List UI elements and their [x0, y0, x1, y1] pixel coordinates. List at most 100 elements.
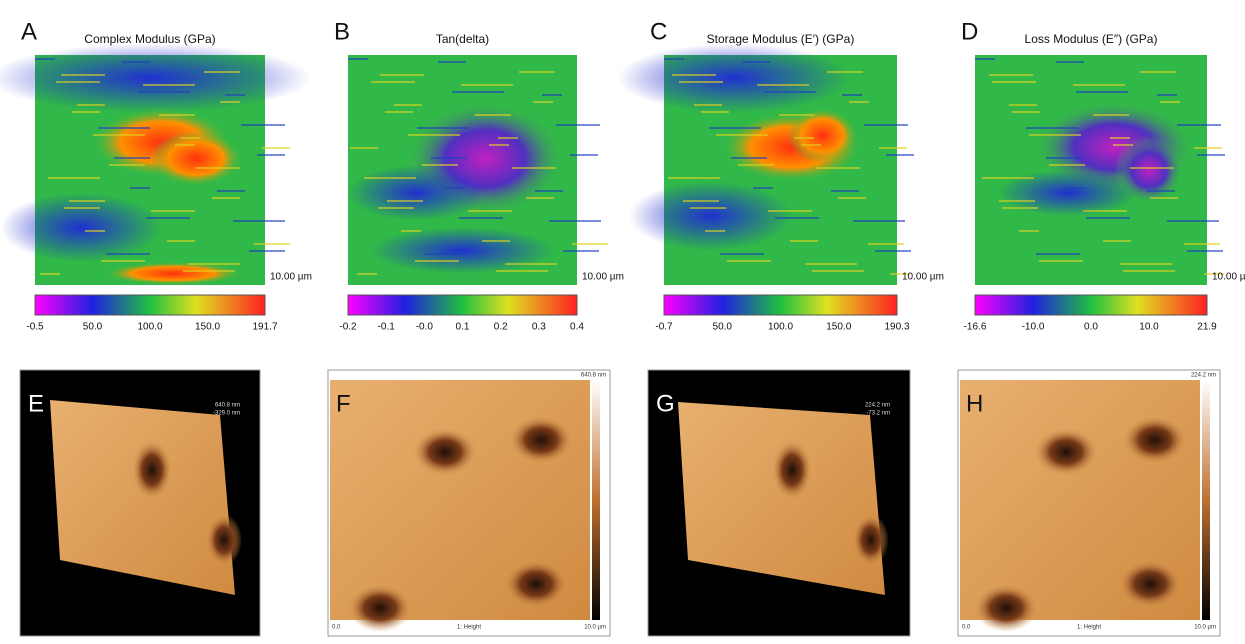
map-streak	[146, 217, 190, 219]
map-streak	[727, 260, 771, 262]
map-streak	[364, 177, 416, 179]
panel-title: Tan(delta)	[436, 32, 489, 46]
colorbar-label: 21.9	[1197, 322, 1217, 333]
map-streak	[1029, 134, 1081, 136]
map-streak	[1194, 147, 1222, 149]
map-streak	[738, 164, 774, 166]
map-streak	[417, 127, 469, 129]
map-streak	[1093, 114, 1129, 116]
map-streak	[1002, 207, 1038, 209]
map-streak	[445, 187, 465, 189]
map-streak	[401, 230, 421, 232]
map-streak	[1110, 137, 1130, 139]
map-streak	[380, 74, 424, 76]
map-streak	[262, 147, 290, 149]
top-panel: B Tan(delta) 10.00 µm -0.2 -0.1 -0.0 0.1 0.2 0.3…	[334, 18, 624, 332]
colorbar-label: 0.0	[1084, 322, 1098, 333]
map-streak	[69, 200, 105, 202]
map-streak	[1113, 144, 1133, 146]
map-streak	[542, 94, 562, 96]
map-streak	[731, 157, 767, 159]
map-streak	[694, 104, 722, 106]
map-streak	[668, 177, 720, 179]
map-streak	[683, 200, 719, 202]
surface-3d	[678, 402, 885, 595]
map-streak	[378, 207, 414, 209]
colorbar-label: 0.1	[456, 322, 470, 333]
map-streak	[842, 94, 862, 96]
map-streak	[1187, 250, 1223, 252]
map-streak	[1147, 190, 1175, 192]
map-streak	[394, 104, 422, 106]
map-streak	[1140, 71, 1176, 73]
map-streak	[212, 197, 240, 199]
axis-label: 224.2 nm	[865, 403, 890, 409]
map-streak	[175, 144, 195, 146]
map-streak	[461, 84, 513, 86]
colorbar-label: -0.0	[416, 322, 434, 333]
map-region	[348, 165, 486, 221]
map-streak	[101, 260, 145, 262]
map-streak	[138, 91, 190, 93]
panel-letter: G	[656, 390, 675, 417]
map-streak	[672, 74, 716, 76]
map-streak	[438, 61, 466, 63]
map-streak	[827, 71, 863, 73]
map-streak	[1056, 61, 1084, 63]
map-streak	[1019, 230, 1039, 232]
colorbar-label: -0.7	[655, 322, 673, 333]
map-streak	[890, 273, 910, 275]
map-streak	[1103, 240, 1131, 242]
map-streak	[1167, 220, 1219, 222]
pit	[772, 440, 813, 500]
map-streak	[805, 263, 857, 265]
map-streak	[106, 253, 150, 255]
map-streak	[220, 101, 240, 103]
map-streak	[664, 58, 684, 60]
panel-letter: H	[966, 390, 983, 417]
map-streak	[498, 137, 518, 139]
top-panel: D Loss Modulus (E″) (GPa) 10.00 µm -16.6 -10…	[961, 18, 1245, 332]
colorbar-label: 100.0	[137, 322, 162, 333]
pit	[1122, 416, 1187, 464]
map-streak	[794, 137, 814, 139]
map-streak	[989, 74, 1033, 76]
map-streak	[180, 137, 200, 139]
colorbar-label: 0.3	[532, 322, 546, 333]
scale-label: 10.00 µm	[270, 272, 312, 283]
map-streak	[975, 58, 995, 60]
panel-title: Storage Modulus (E′) (GPa)	[707, 32, 855, 46]
top-panel: A Complex Modulus (GPa) 10.00 µm -0.5 50.0 10…	[0, 18, 312, 333]
colorbar	[663, 294, 898, 316]
axis-label: 1: Height	[1077, 625, 1101, 631]
map-streak	[109, 164, 145, 166]
colorbar-label: 100.0	[768, 322, 793, 333]
colorbar-label: -0.1	[378, 322, 396, 333]
scale-label: 10.00 µm	[902, 272, 944, 283]
map-streak	[572, 243, 608, 245]
map-streak	[801, 144, 821, 146]
pit	[852, 514, 889, 566]
map-streak	[1009, 104, 1037, 106]
map-streak	[475, 114, 511, 116]
map-streak	[1160, 101, 1180, 103]
map-streak	[875, 250, 911, 252]
map-streak	[853, 220, 905, 222]
map-streak	[812, 270, 864, 272]
height-bar	[1202, 380, 1210, 620]
map-streak	[790, 240, 818, 242]
colorbar-label: 191.7	[252, 322, 277, 333]
map-streak	[424, 253, 468, 255]
axis-label: 640.8 nm	[215, 403, 240, 409]
map-streak	[48, 177, 100, 179]
map-streak	[716, 134, 768, 136]
map-streak	[1073, 84, 1125, 86]
map-streak	[1066, 187, 1086, 189]
map-streak	[563, 250, 599, 252]
axis-label: 10.0 µm	[584, 625, 606, 631]
map-streak	[122, 61, 150, 63]
map-streak	[350, 147, 378, 149]
map-streak	[114, 157, 150, 159]
map-streak	[1036, 253, 1080, 255]
pit	[504, 560, 568, 608]
